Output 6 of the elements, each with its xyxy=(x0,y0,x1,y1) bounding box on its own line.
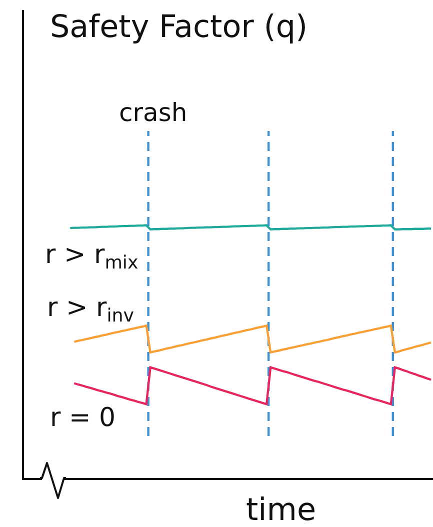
chart-title: Safety Factor (q) xyxy=(50,8,308,45)
series-label: r > r$_{mix}$ xyxy=(45,240,138,274)
series-label: r = 0 xyxy=(50,403,116,433)
series-label: r > r$_{inv}$ xyxy=(47,293,134,326)
text: crash xyxy=(119,98,188,127)
x-axis-title: time xyxy=(246,492,316,527)
